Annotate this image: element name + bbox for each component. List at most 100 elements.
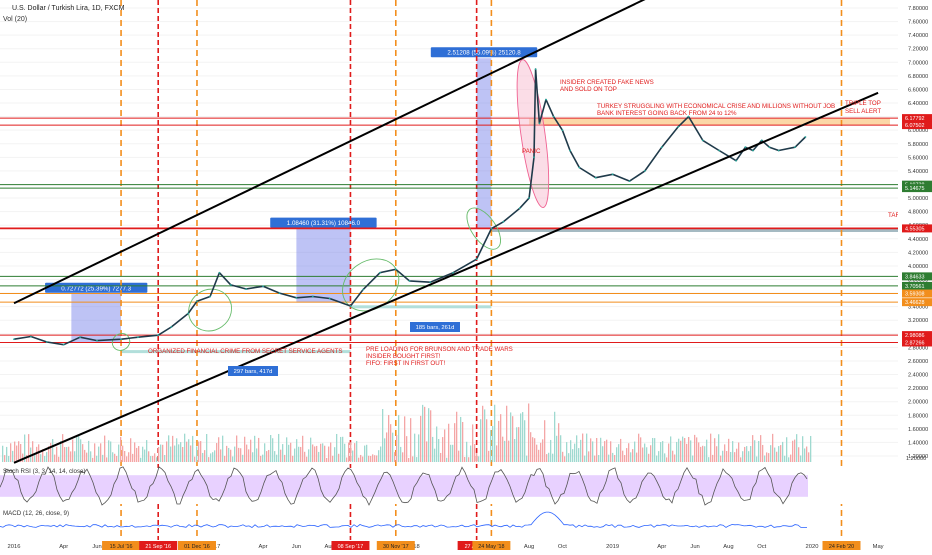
volume-bar — [482, 405, 484, 462]
volume-bar — [404, 416, 406, 462]
volume-bar — [360, 454, 362, 462]
volume-bar — [564, 456, 566, 462]
volume-bar — [540, 442, 542, 462]
volume-bar — [804, 448, 806, 462]
volume-bar — [84, 449, 86, 462]
volume-bar — [432, 436, 434, 462]
price-point — [538, 122, 541, 125]
time-tick: Jun — [690, 544, 699, 550]
volume-bar — [190, 445, 192, 462]
volume-bar — [132, 453, 134, 462]
price-point — [13, 338, 15, 341]
volume-bar — [486, 419, 488, 462]
volume-bar — [730, 451, 732, 462]
annotation: TURKEY STRUGGLING WITH ECONOMICAL CRISE … — [597, 103, 835, 110]
date-marker-label: 24 Feb '20 — [829, 544, 854, 550]
volume-bar — [200, 441, 202, 462]
volume-bar — [60, 440, 62, 462]
volume-bar — [334, 447, 336, 462]
price-point — [611, 173, 614, 176]
volume-bar — [538, 449, 540, 462]
volume-bar — [372, 454, 374, 462]
volume-bar — [528, 403, 530, 462]
price-tick: 1.80000 — [908, 413, 928, 419]
price-point — [209, 295, 211, 298]
volume-bar — [280, 449, 282, 462]
volume-bar — [490, 430, 492, 462]
volume-bar — [488, 450, 490, 462]
volume-bar — [100, 443, 102, 462]
volume-bar — [82, 444, 84, 462]
volume-bar — [20, 443, 22, 462]
price-level-label: 2.87266 — [905, 340, 925, 346]
volume-bar — [460, 416, 462, 462]
volume-bar — [780, 445, 782, 462]
time-tick: Oct — [757, 544, 766, 550]
volume-bar — [708, 457, 710, 462]
highlight-ellipse — [516, 59, 550, 208]
annotation: BANK INTEREST GOING BACK FROM 24 to 12% — [597, 110, 737, 117]
annotation: INSIDER BOUGHT FIRST! — [366, 353, 441, 360]
price-point — [170, 326, 173, 328]
time-tick: Jun — [92, 544, 101, 550]
time-tick: Aug — [723, 544, 733, 550]
volume-bar — [238, 447, 240, 462]
volume-bar — [674, 454, 676, 462]
price-level-label: 2.98086 — [905, 333, 925, 339]
volume-bar — [426, 441, 428, 462]
volume-bar — [790, 454, 792, 462]
price-tick: 4.20000 — [908, 250, 928, 256]
volume-bar — [720, 455, 722, 462]
price-point — [429, 281, 432, 284]
volume-bar — [376, 455, 378, 462]
volume-bar — [810, 435, 812, 462]
volume-bar — [228, 447, 230, 462]
volume-bar — [578, 448, 580, 462]
volume-bar — [554, 411, 556, 462]
price-point — [701, 139, 704, 142]
highlight-ellipses — [111, 59, 550, 351]
range-bar — [121, 350, 351, 354]
volume-bar — [316, 445, 318, 462]
volume-bar — [220, 449, 222, 462]
volume-bar — [302, 435, 304, 462]
volume-bar — [660, 442, 662, 462]
volume-bar — [182, 446, 184, 462]
price-point — [735, 159, 737, 162]
volume-bar — [420, 415, 422, 462]
volume-bar — [226, 445, 228, 462]
volume-bar — [184, 433, 186, 462]
volume-bar — [236, 435, 238, 462]
volume-bar — [494, 404, 496, 462]
volume-bar — [774, 447, 776, 462]
price-tick: 6.40000 — [908, 101, 928, 107]
date-marker-label: 01 Dec '16 — [184, 544, 210, 550]
volume-bar — [34, 453, 36, 462]
volume-bar — [550, 439, 552, 462]
volume-bar — [314, 446, 316, 462]
volume-bar — [438, 439, 440, 462]
volume-bar — [796, 434, 798, 462]
volume-bar — [466, 441, 468, 462]
volume-bar — [522, 412, 524, 462]
price-tick: 7.40000 — [908, 33, 928, 39]
volume-bar — [244, 436, 246, 462]
time-tick: Apr — [657, 544, 666, 550]
volume-bar — [716, 446, 718, 462]
price-point — [408, 279, 411, 282]
volume-bar — [148, 451, 150, 462]
volume-bar — [428, 408, 430, 462]
volume-bar — [54, 454, 56, 462]
price-tick: 2.60000 — [908, 359, 928, 365]
time-axis: 2016AprJunOct2017AprJunAug2018AugOct2019… — [0, 540, 932, 550]
price-level-label: 3.59308 — [905, 292, 925, 298]
volume-bar — [66, 447, 68, 462]
price-point — [545, 98, 547, 101]
volume-bar — [192, 435, 194, 462]
volume-bar — [76, 436, 78, 462]
price-point — [262, 285, 264, 288]
volume-bar — [102, 454, 104, 462]
